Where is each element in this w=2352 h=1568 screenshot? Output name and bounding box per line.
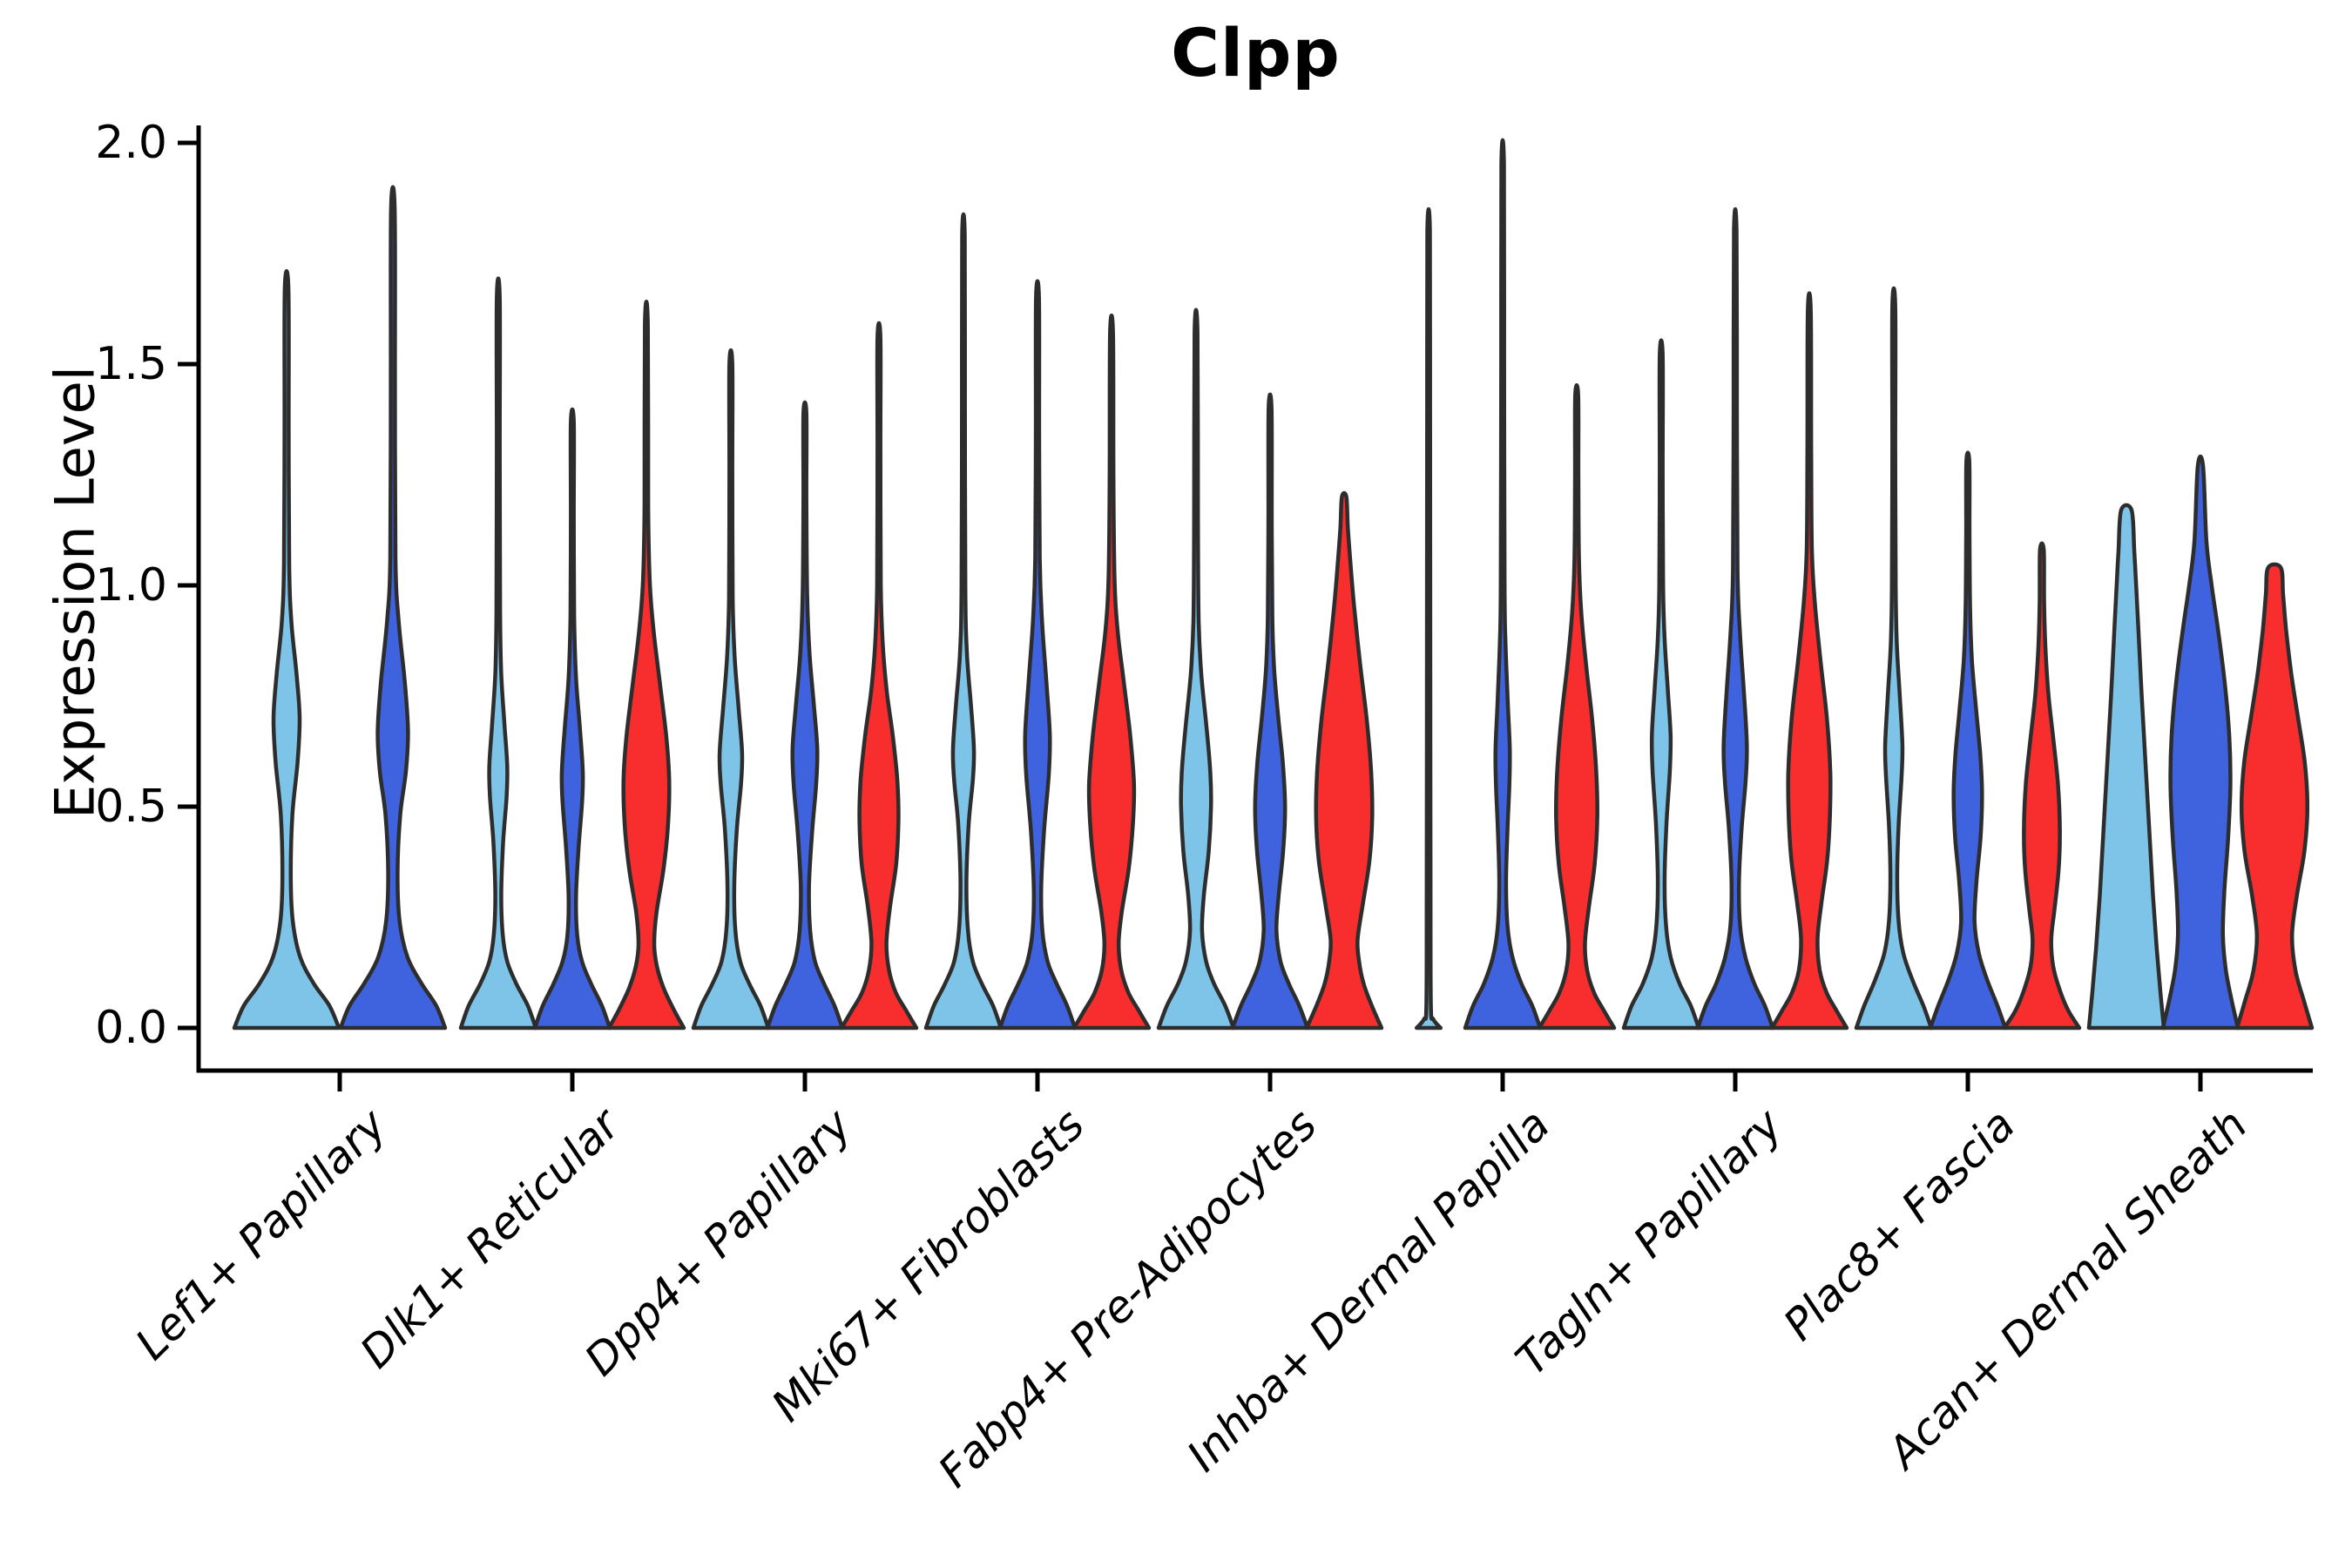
- violin: [1156, 308, 1236, 1031]
- y-tick-label: 0.0: [95, 1002, 167, 1054]
- violin: [923, 213, 1004, 1031]
- violin: [2234, 562, 2315, 1031]
- violin: [2160, 454, 2240, 1031]
- violin: [1769, 291, 1849, 1031]
- violin: [2002, 541, 2082, 1031]
- violin: [532, 407, 612, 1031]
- violin: [2086, 503, 2166, 1031]
- violin: [606, 300, 686, 1031]
- plot-title: Clpp: [1171, 14, 1341, 91]
- y-tick-label: 0.5: [95, 781, 167, 833]
- violin: [1414, 207, 1443, 1031]
- violin: [1928, 450, 2008, 1031]
- violin: [1621, 338, 1701, 1031]
- violin: [1695, 207, 1775, 1031]
- violin: [839, 321, 919, 1031]
- violin: [458, 276, 538, 1031]
- violin: [1304, 490, 1384, 1031]
- violin: [1854, 286, 1934, 1031]
- y-tick-label: 2.0: [95, 117, 167, 169]
- violin: [691, 348, 771, 1031]
- violin: [1071, 313, 1152, 1031]
- y-tick-label: 1.0: [95, 559, 167, 612]
- violin: [1230, 392, 1310, 1031]
- violin: [997, 279, 1078, 1031]
- y-tick-label: 1.5: [95, 338, 167, 390]
- violin: [232, 269, 341, 1031]
- violin: [1463, 138, 1543, 1031]
- violin: [1537, 382, 1617, 1031]
- violin: [765, 400, 845, 1031]
- violin: [338, 185, 448, 1031]
